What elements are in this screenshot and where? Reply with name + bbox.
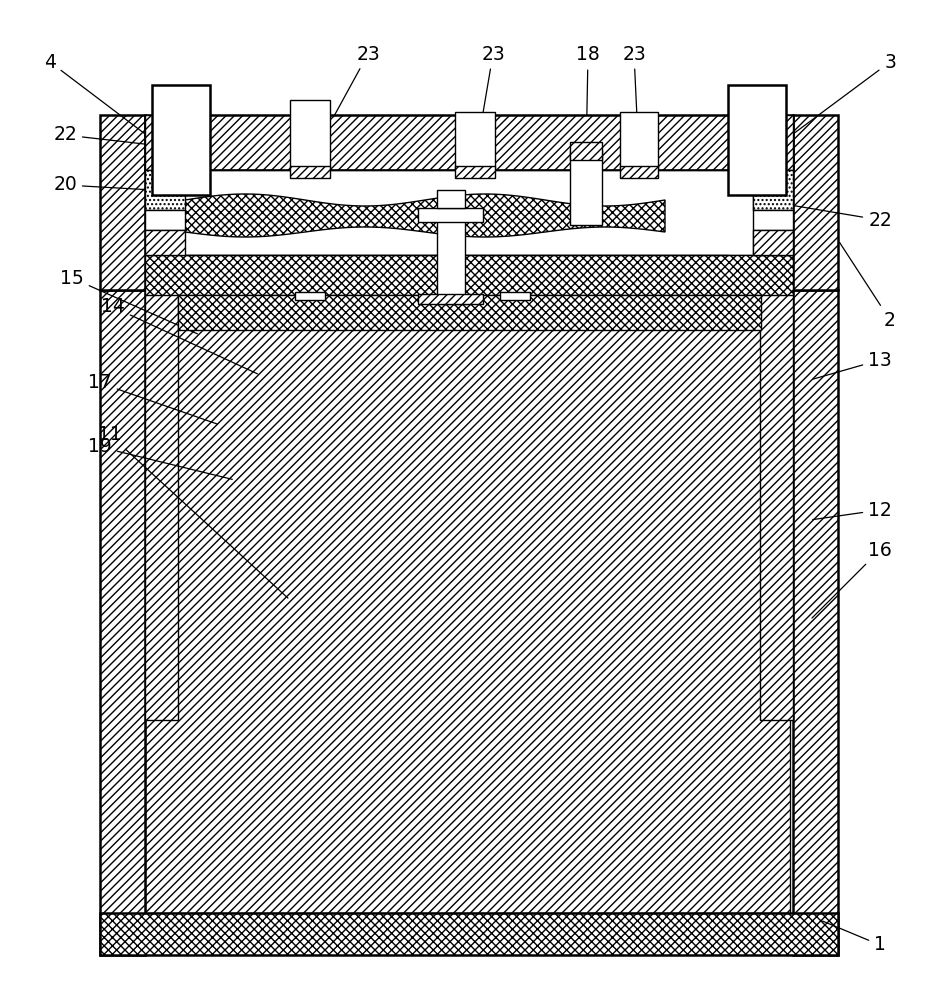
Bar [455, 166, 495, 178]
Text: 11: 11 [98, 426, 288, 598]
Bar [570, 150, 602, 225]
Bar [440, 295, 470, 304]
Text: 4: 4 [44, 52, 151, 138]
Text: 14: 14 [101, 298, 257, 374]
Bar [418, 208, 483, 222]
Text: 12: 12 [812, 500, 892, 520]
Bar [178, 295, 761, 330]
Text: 20: 20 [53, 176, 150, 194]
Bar [145, 170, 185, 210]
Bar [753, 115, 793, 170]
Text: 13: 13 [812, 351, 892, 379]
Text: 23: 23 [476, 44, 505, 157]
Bar [753, 230, 790, 255]
Bar [100, 913, 838, 955]
Bar [793, 115, 838, 290]
Bar [145, 115, 793, 170]
Bar [437, 220, 465, 300]
Bar [753, 230, 793, 255]
Text: 1: 1 [823, 921, 885, 954]
Bar [145, 115, 185, 170]
Text: 16: 16 [812, 540, 892, 618]
Bar [295, 292, 325, 300]
Bar [418, 294, 483, 304]
Bar [500, 292, 530, 300]
Bar [145, 230, 185, 255]
Text: 18: 18 [576, 45, 600, 157]
Bar [437, 190, 465, 208]
Text: 23: 23 [311, 44, 380, 158]
Bar [152, 85, 210, 195]
Bar [753, 170, 793, 210]
Text: 22: 22 [763, 200, 892, 230]
Bar [753, 170, 790, 210]
Bar [100, 290, 145, 955]
Bar [290, 100, 330, 170]
Text: 3: 3 [787, 52, 896, 138]
Text: 2: 2 [840, 242, 896, 330]
Bar [145, 210, 185, 230]
Bar [145, 293, 790, 913]
Bar [620, 166, 658, 178]
Bar [455, 112, 495, 170]
Bar [620, 112, 658, 170]
Bar [100, 115, 145, 290]
Polygon shape [185, 194, 665, 237]
Bar [793, 290, 838, 955]
Bar [760, 293, 793, 720]
Bar [145, 255, 793, 295]
Bar [728, 85, 786, 195]
Text: 15: 15 [60, 268, 198, 334]
Text: 22: 22 [53, 125, 150, 145]
Bar [290, 166, 330, 178]
Bar [753, 210, 793, 230]
Bar [570, 142, 602, 160]
Bar [145, 293, 178, 720]
Text: 19: 19 [88, 438, 233, 479]
Text: 17: 17 [88, 373, 218, 424]
Text: 23: 23 [622, 44, 646, 157]
Bar [145, 170, 793, 255]
